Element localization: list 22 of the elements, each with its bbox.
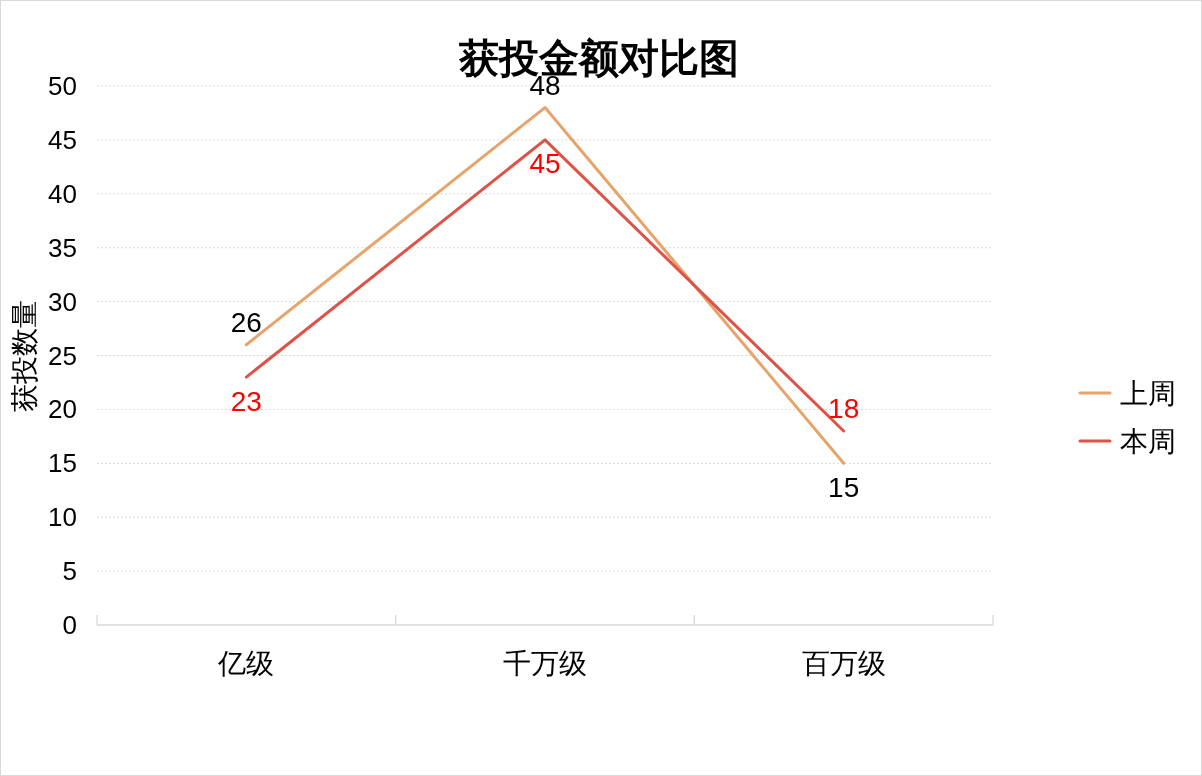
data-label: 45 [529,148,561,180]
x-tick-label: 亿级 [217,647,275,679]
y-axis-title: 获投数量 [8,299,40,412]
y-tick-label: 5 [62,556,77,587]
x-tick-label: 千万级 [503,647,587,679]
y-tick-label: 15 [48,448,77,479]
data-label: 23 [230,385,262,417]
data-label: 26 [230,307,262,339]
y-tick-label: 50 [48,71,77,101]
data-label: 15 [828,471,860,503]
y-tick-label: 30 [48,286,77,317]
y-tick-label: 0 [62,610,77,640]
y-tick-label: 45 [48,124,77,155]
data-label: 18 [828,393,860,425]
legend-label: 上周 [1120,377,1176,409]
y-tick-label: 40 [48,178,77,209]
y-tick-label: 20 [48,394,77,425]
y-tick-label: 35 [48,232,77,263]
legend-label: 本周 [1120,425,1176,457]
x-tick-label: 百万级 [801,647,886,679]
y-tick-label: 10 [48,502,77,533]
y-tick-label: 25 [48,340,77,371]
